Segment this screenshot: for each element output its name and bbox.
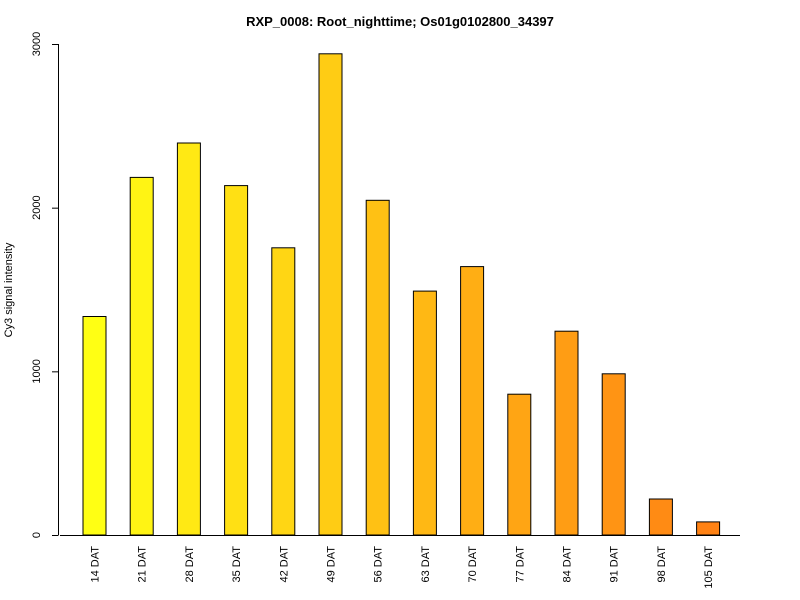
y-tick-label: 3000 (31, 32, 43, 56)
bar (648, 498, 673, 536)
bar (696, 521, 721, 536)
x-tick-label: 91 DAT (609, 546, 621, 583)
bar (554, 330, 579, 536)
bar (365, 199, 390, 536)
bar (224, 185, 249, 536)
y-tick-label: 0 (31, 532, 43, 538)
bar (82, 316, 107, 536)
bars-group (82, 53, 721, 536)
bar (129, 176, 154, 536)
x-tick-label: 105 DAT (703, 546, 715, 589)
bar (507, 393, 532, 536)
y-axis: 0 1000 2000 3000 (31, 32, 59, 538)
x-tick-label: 84 DAT (562, 546, 574, 583)
y-axis-label: Cy3 signal intensity (3, 242, 15, 337)
bar (318, 53, 343, 536)
x-tick-label: 70 DAT (467, 546, 479, 583)
x-tick-label: 77 DAT (514, 546, 526, 583)
x-tick-labels: 14 DAT 21 DAT 28 DAT 35 DAT 42 DAT 49 DAT 56 D… (90, 546, 716, 589)
x-tick-label: 28 DAT (184, 546, 196, 583)
x-tick-label: 42 DAT (278, 546, 290, 583)
x-tick-label: 35 DAT (231, 546, 243, 583)
bar (460, 266, 485, 536)
bar (601, 373, 626, 536)
x-tick-label: 14 DAT (90, 546, 102, 583)
x-tick-label: 63 DAT (420, 546, 432, 583)
bar (412, 290, 437, 536)
bar (271, 247, 296, 536)
x-tick-label: 21 DAT (137, 546, 149, 583)
chart-title: RXP_0008: Root_nighttime; Os01g0102800_3… (246, 14, 554, 29)
x-tick-label: 49 DAT (326, 546, 338, 583)
y-tick-label: 2000 (31, 195, 43, 219)
x-tick-label: 56 DAT (373, 546, 385, 583)
x-tick-label: 98 DAT (656, 546, 668, 583)
bar (176, 142, 201, 536)
y-tick-label: 1000 (31, 359, 43, 383)
